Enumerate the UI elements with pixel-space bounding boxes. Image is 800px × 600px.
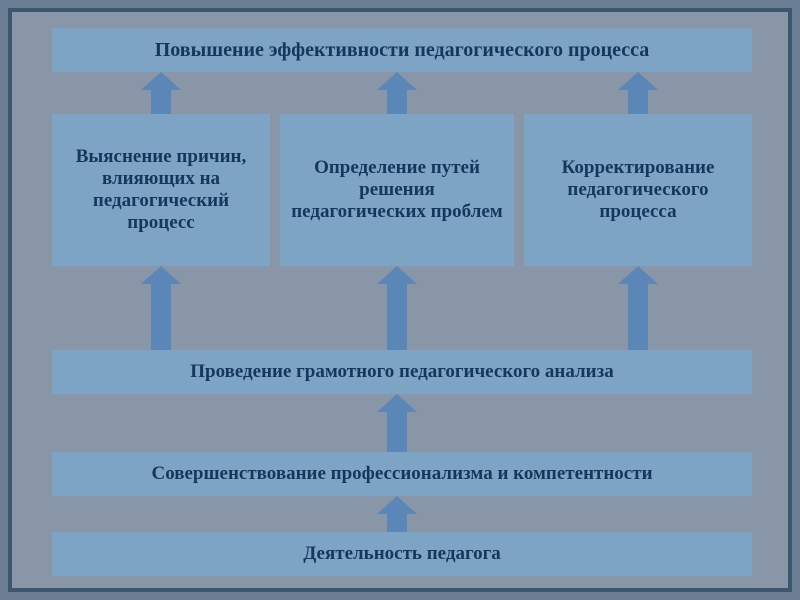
box-activity-label: Деятельность педагога bbox=[303, 543, 501, 565]
arrow-shaft bbox=[628, 90, 648, 114]
box-causes-label: Выяснение причин, влияющих на педагогиче… bbox=[62, 146, 260, 234]
arrow-head-icon bbox=[377, 496, 417, 514]
box-analysis-label: Проведение грамотного педагогического ан… bbox=[190, 361, 614, 383]
arrow-shaft bbox=[387, 90, 407, 114]
arrow-head-icon bbox=[377, 266, 417, 284]
arrow-shaft bbox=[387, 284, 407, 350]
box-correction: Корректирование педагогического процесса bbox=[524, 114, 752, 266]
box-activity: Деятельность педагога bbox=[52, 532, 752, 576]
arrow-shaft bbox=[151, 90, 171, 114]
arrow-head-icon bbox=[618, 72, 658, 90]
arrow-head-icon bbox=[141, 266, 181, 284]
arrow-head-icon bbox=[618, 266, 658, 284]
arrow-shaft bbox=[387, 412, 407, 452]
arrow-head-icon bbox=[377, 72, 417, 90]
arrow-head-icon bbox=[141, 72, 181, 90]
box-causes: Выяснение причин, влияющих на педагогиче… bbox=[52, 114, 270, 266]
arrow-head-icon bbox=[377, 394, 417, 412]
arrow-shaft bbox=[151, 284, 171, 350]
slide-outer: Повышение эффективности педагогического … bbox=[0, 0, 800, 600]
box-solutions: Определение путей решения педагогических… bbox=[280, 114, 514, 266]
box-correction-label: Корректирование педагогического процесса bbox=[534, 157, 742, 223]
arrow-shaft bbox=[387, 514, 407, 532]
slide-inner: Повышение эффективности педагогического … bbox=[8, 8, 792, 592]
box-professionalism-label: Совершенствование профессионализма и ком… bbox=[151, 463, 652, 485]
box-top-goal: Повышение эффективности педагогического … bbox=[52, 28, 752, 72]
box-analysis: Проведение грамотного педагогического ан… bbox=[52, 350, 752, 394]
box-top-label: Повышение эффективности педагогического … bbox=[155, 39, 650, 62]
arrow-shaft bbox=[628, 284, 648, 350]
box-solutions-label: Определение путей решения педагогических… bbox=[290, 157, 504, 223]
box-professionalism: Совершенствование профессионализма и ком… bbox=[52, 452, 752, 496]
